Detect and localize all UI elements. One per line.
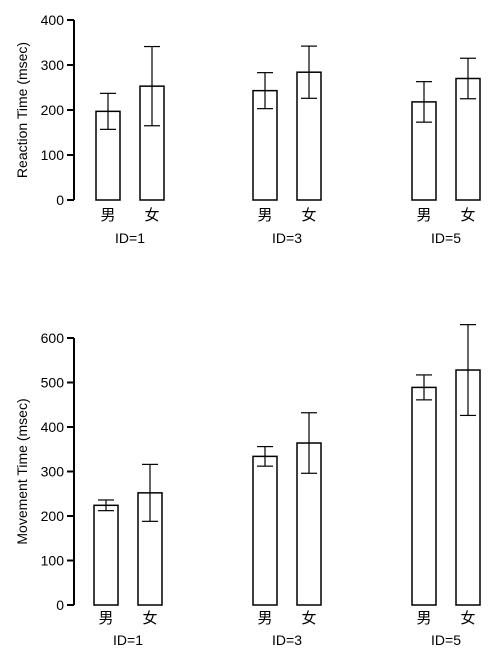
reaction-time-group-label: ID=1 (115, 230, 145, 246)
movement-time-y-tick-label: 200 (41, 508, 65, 524)
movement-time-y-axis-title: Movement Time (msec) (14, 398, 30, 544)
movement-time-group-label: ID=5 (431, 632, 461, 648)
reaction-time-y-axis-title: Reaction Time (msec) (14, 42, 30, 178)
movement-time-category-label: 女 (301, 609, 316, 627)
movement-time-group-label: ID=1 (113, 632, 143, 648)
movement-time-bar (93, 504, 119, 606)
movement-time-bar (411, 386, 437, 606)
reaction-time-category-label: 男 (100, 207, 115, 224)
movement-time-category-label: 男 (98, 610, 113, 627)
movement-time-category-label: 男 (257, 610, 272, 627)
movement-time-group-label: ID=3 (272, 632, 302, 648)
reaction-time-y-tick-label: 400 (41, 12, 65, 28)
movement-time-category-label: 女 (142, 609, 157, 627)
reaction-time-y-tick-label: 200 (41, 102, 65, 118)
movement-time-y-tick-label: 400 (41, 419, 65, 435)
movement-time-y-tick-label: 0 (56, 597, 64, 613)
reaction-time-y-tick-label: 300 (41, 57, 65, 73)
movement-time-y-tick-label: 600 (41, 330, 65, 346)
movement-time-category-label: 女 (460, 609, 475, 627)
reaction-time-group-label: ID=3 (272, 230, 302, 246)
reaction-time-category-label: 男 (416, 207, 431, 224)
reaction-time-y-tick-label: 100 (41, 147, 65, 163)
movement-time-y-tick-label: 100 (41, 553, 65, 569)
reaction-time-category-label: 女 (460, 206, 475, 224)
reaction-time-category-label: 男 (257, 207, 272, 224)
reaction-time-category-label: 女 (301, 206, 316, 224)
reaction-time-category-label: 女 (144, 206, 159, 224)
movement-time-y-tick-label: 500 (41, 375, 65, 391)
movement-time-chart: 0 100 200 300 400 500 600 Movement Time (msec) 男… (14, 324, 481, 648)
reaction-time-y-tick-label: 0 (56, 192, 64, 208)
movement-time-y-tick-label: 300 (41, 464, 65, 480)
reaction-time-group-label: ID=5 (431, 230, 461, 246)
movement-time-category-label: 男 (416, 610, 431, 627)
movement-time-bar (252, 455, 278, 606)
